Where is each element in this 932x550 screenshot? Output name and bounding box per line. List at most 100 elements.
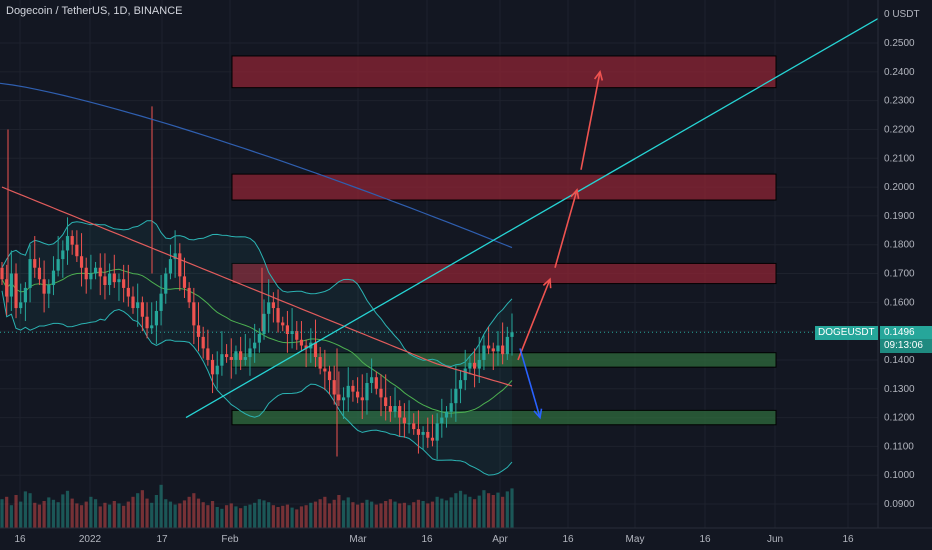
price-tick-label: 0.1800: [884, 240, 915, 251]
volume-bar: [192, 493, 196, 528]
arrow-up-2-head[interactable]: [570, 188, 580, 199]
price-tick-label: 0.1900: [884, 211, 915, 222]
candle-body: [327, 371, 332, 381]
volume-bar: [341, 500, 346, 528]
candle-body: [505, 336, 509, 355]
price-tick-label: 0.1100: [884, 441, 914, 452]
volume-bar: [51, 499, 56, 528]
candle-body: [9, 273, 13, 297]
candle-body: [402, 417, 406, 424]
candle-body: [482, 345, 486, 360]
candle-body: [458, 380, 463, 389]
candle-body: [491, 348, 495, 352]
candle-body: [19, 302, 23, 309]
candle-body: [374, 377, 378, 389]
arrow-up-3-head[interactable]: [593, 70, 604, 81]
candle-body: [126, 287, 130, 297]
volume-bar: [131, 496, 135, 528]
volume-bar: [182, 500, 187, 528]
volume-bar: [416, 499, 421, 528]
candle-body: [435, 423, 439, 441]
bollinger-lower: [1, 290, 513, 476]
volume-bar: [398, 503, 402, 528]
arrow-up-1-head[interactable]: [542, 277, 552, 289]
arrow-up-3[interactable]: [580, 71, 601, 170]
arrow-down-head[interactable]: [533, 408, 543, 420]
candle-body: [304, 345, 308, 349]
candle-body: [510, 332, 514, 337]
volume-bar: [257, 499, 261, 528]
candle-body: [351, 385, 355, 392]
volume-bar: [449, 497, 453, 528]
volume-bar: [56, 502, 60, 528]
arrow-down[interactable]: [519, 348, 541, 418]
candle-body: [285, 325, 290, 335]
candle-body: [178, 253, 182, 277]
candle-body: [61, 250, 65, 260]
candle-body: [248, 348, 252, 358]
volume-bar: [84, 501, 88, 528]
volume-bar: [215, 507, 219, 528]
candle-body: [28, 259, 32, 288]
volume-bar: [304, 505, 308, 528]
candle-body: [196, 325, 201, 337]
volume-bar: [243, 505, 247, 528]
candle-body: [168, 259, 173, 274]
volume-bar: [164, 499, 168, 528]
volume-bar: [5, 496, 9, 528]
volume-bar: [313, 501, 318, 528]
arrow-up-2[interactable]: [554, 189, 578, 268]
candle-body: [346, 385, 350, 398]
price-tick-label: 0.1600: [884, 297, 915, 308]
volume-bar: [323, 496, 327, 528]
candle-body: [192, 302, 196, 326]
volume-bar: [23, 491, 27, 528]
moving-average-mid: [1, 186, 513, 387]
candle-body: [463, 368, 467, 381]
time-tick-label: 16: [842, 534, 854, 545]
resistance-zone: [231, 173, 777, 201]
volume-bar: [477, 495, 481, 528]
volume-bar: [248, 504, 252, 528]
price-tick-label: 0.1000: [884, 470, 915, 481]
candle-body: [388, 406, 392, 412]
volume-bar: [388, 499, 392, 528]
candle-body: [103, 276, 107, 286]
volume-bar: [201, 502, 205, 528]
candlesticks: [0, 106, 514, 460]
volume-bar: [468, 496, 472, 528]
candle-body: [426, 431, 430, 438]
candle-body: [42, 279, 46, 294]
volume-bar: [295, 509, 299, 528]
candle-body: [384, 397, 388, 407]
candle-body: [182, 276, 187, 288]
volume-bar: [136, 493, 140, 528]
trendline[interactable]: [185, 17, 879, 419]
volume-bars: [0, 484, 514, 528]
candle-body: [313, 342, 318, 358]
volume-bar: [37, 504, 42, 528]
candle-body: [154, 310, 159, 326]
candle-body: [430, 437, 435, 441]
time-tick-label: Feb: [221, 534, 239, 545]
candle-body: [253, 342, 257, 349]
candle-body: [472, 362, 477, 369]
candle-body: [468, 362, 472, 369]
drawings[interactable]: [0, 17, 879, 420]
candle-body: [496, 345, 500, 352]
candle-body: [84, 267, 88, 280]
volume-bar: [402, 502, 406, 528]
candle-body: [201, 336, 205, 349]
arrow-up-1[interactable]: [517, 278, 551, 361]
price-tick-label: 0.2000: [884, 182, 915, 193]
volume-bar: [370, 501, 374, 528]
support-zone: [231, 409, 777, 426]
volume-bar: [393, 501, 397, 528]
candle-body: [412, 423, 416, 430]
volume-bar: [421, 501, 425, 528]
candle-body: [449, 403, 453, 412]
volume-bar: [496, 492, 500, 528]
time-tick-label: 16: [562, 534, 574, 545]
